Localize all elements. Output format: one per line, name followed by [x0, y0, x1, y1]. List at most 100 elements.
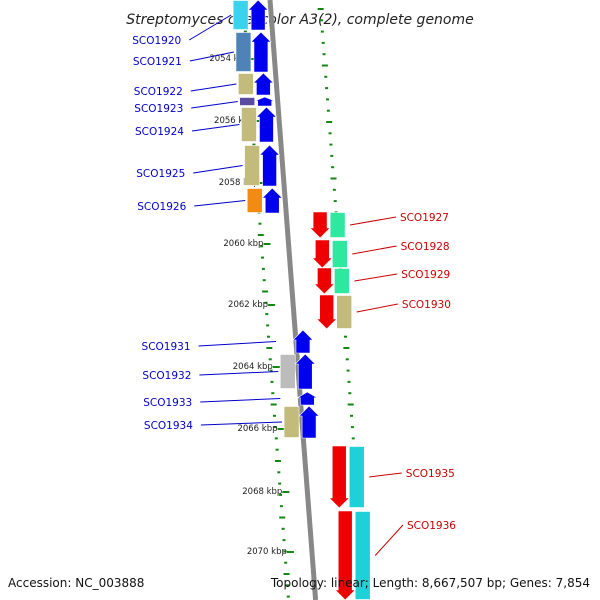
genome-backbone [267, 0, 319, 600]
scale-tick [268, 304, 276, 306]
tick-mark [268, 358, 272, 361]
gene-label[interactable]: SCO1936 [407, 520, 456, 532]
gene-arrow[interactable] [294, 353, 316, 390]
tick-mark [271, 392, 275, 395]
scale-tick [249, 58, 257, 60]
gene-arrow[interactable] [313, 267, 336, 295]
tick-mark [329, 143, 333, 146]
gene-label[interactable]: SCO1924 [135, 126, 184, 138]
gene-arrow[interactable] [309, 211, 331, 239]
gene-arrow[interactable] [247, 0, 269, 31]
gene-arrow[interactable] [292, 329, 314, 354]
tick-mark [277, 471, 281, 474]
gene-label[interactable]: SCO1920 [132, 35, 181, 47]
gene-sco1925[interactable] [244, 144, 281, 187]
label-leader [199, 371, 279, 376]
gene-arrow[interactable] [255, 106, 278, 143]
scale-tick [277, 428, 285, 430]
gene-sco1924[interactable] [241, 106, 278, 143]
genes-layer[interactable] [232, 0, 371, 600]
gene-label[interactable]: SCO1929 [401, 269, 450, 281]
gene-label[interactable]: SCO1933 [143, 397, 192, 409]
label-leader [191, 124, 240, 132]
scale-label: 2056 kbp [214, 116, 254, 126]
gene-arrow[interactable] [261, 187, 283, 214]
tick-mark [282, 539, 286, 542]
gene-label[interactable]: SCO1922 [134, 86, 183, 98]
tick-mark [321, 41, 325, 44]
tick-mark [332, 188, 336, 191]
gene-sco1922[interactable] [238, 72, 275, 96]
gene-sco1931[interactable] [292, 329, 314, 354]
gene-sco1935[interactable] [328, 445, 365, 509]
gene-label[interactable]: SCO1923 [134, 103, 183, 115]
tick-mark [274, 460, 281, 462]
gene-arrow[interactable] [296, 391, 319, 406]
gene-label[interactable]: SCO1932 [142, 370, 191, 382]
tick-mark [330, 177, 337, 180]
gene-sco1934[interactable] [283, 405, 320, 439]
tick-mark [261, 256, 265, 259]
tick-mark [269, 369, 273, 372]
gene-sco1930[interactable] [315, 294, 353, 330]
label-leader [189, 51, 235, 62]
gene-arrow[interactable] [252, 72, 275, 96]
gene-sco1936[interactable] [334, 510, 371, 600]
tick-mark [317, 8, 324, 10]
gene-label[interactable]: SCO1927 [400, 212, 449, 224]
gene-arrow[interactable] [328, 445, 350, 509]
gene-sco1923[interactable] [239, 96, 275, 107]
label-leader [374, 524, 404, 556]
tick-mark [275, 448, 279, 451]
tick-mark [351, 437, 355, 440]
gene-sco1929[interactable] [313, 267, 350, 295]
scale-label: 2068 kbp [242, 487, 282, 497]
scale-label: 2054 kbp [209, 54, 249, 64]
tick-mark [273, 414, 277, 417]
gene-sco1927[interactable] [309, 211, 346, 239]
gene-label[interactable]: SCO1930 [402, 299, 451, 311]
label-leader [200, 398, 281, 403]
gene-label[interactable]: SCO1934 [144, 420, 193, 432]
map-title: Streptomyces coelicolor A3(2), complete … [126, 12, 474, 28]
gene-label[interactable]: SCO1928 [401, 241, 450, 253]
gene-label[interactable]: SCO1921 [133, 56, 182, 68]
gene-label[interactable]: SCO1925 [136, 168, 185, 180]
label-leader [356, 303, 399, 313]
gene-sco1921[interactable] [235, 31, 272, 73]
tick-mark [344, 335, 348, 338]
category-bar [334, 268, 350, 294]
gene-sco1920[interactable] [232, 0, 269, 31]
tick-mark [260, 245, 264, 248]
tick-mark [324, 75, 328, 78]
gene-arrow[interactable] [298, 405, 320, 439]
gene-arrow[interactable] [250, 31, 272, 73]
tick-mark [321, 64, 328, 67]
label-leader [369, 472, 402, 478]
category-bar [348, 446, 365, 508]
label-leader [198, 341, 276, 347]
tick-mark [285, 584, 289, 587]
gene-arrow[interactable] [258, 144, 281, 187]
gene-arrow[interactable] [315, 294, 338, 330]
scale-label: 2062 kbp [228, 300, 268, 310]
category-bar [232, 0, 249, 30]
tick-mark [346, 369, 350, 372]
gene-sco1933[interactable] [296, 391, 319, 406]
gene-arrow[interactable] [254, 96, 275, 107]
label-leader [193, 165, 243, 174]
gene-arrow[interactable] [311, 239, 334, 269]
gene-sco1928[interactable] [311, 239, 348, 269]
gene-label[interactable]: SCO1926 [137, 201, 186, 213]
tick-mark [270, 403, 277, 406]
gene-sco1932[interactable] [279, 353, 316, 390]
gene-sco1926[interactable] [246, 187, 283, 214]
tick-mark [265, 313, 269, 316]
scale-label: 2060 kbp [223, 239, 263, 249]
gene-label[interactable]: SCO1931 [142, 341, 191, 353]
gene-arrow[interactable] [334, 510, 356, 600]
gene-label[interactable]: SCO1935 [406, 468, 455, 480]
category-bar [246, 188, 263, 213]
tick-mark [267, 335, 271, 338]
